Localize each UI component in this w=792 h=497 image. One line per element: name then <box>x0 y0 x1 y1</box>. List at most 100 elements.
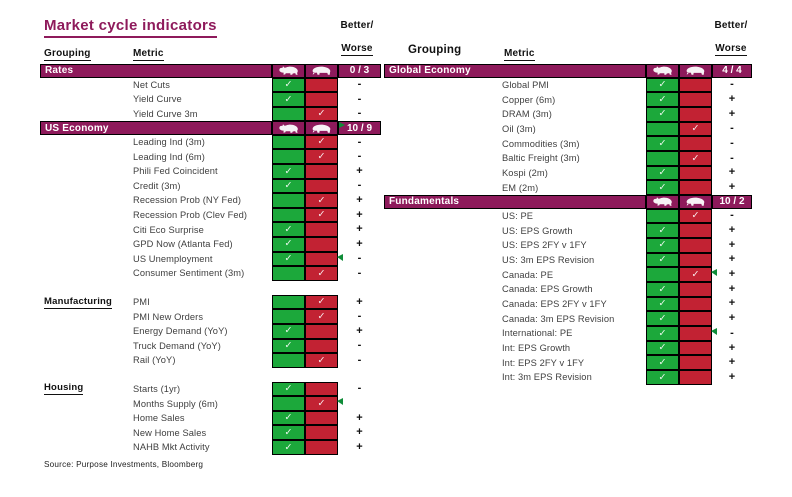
bear-signal-cell <box>679 355 712 371</box>
change-indicator: + <box>356 193 363 206</box>
grouping-cell <box>384 78 502 93</box>
check-icon: ✓ <box>317 150 326 162</box>
check-icon: ✓ <box>658 108 667 120</box>
grouping-cell <box>384 370 502 385</box>
bull-signal-cell: ✓ <box>646 136 679 151</box>
bull-signal-cell: ✓ <box>272 410 305 426</box>
bull-signal-cell: ✓ <box>646 106 679 122</box>
right-column-header-grouping: Grouping <box>408 44 462 56</box>
check-icon: ✓ <box>317 136 326 148</box>
grouping-cell <box>384 341 502 356</box>
change-indicator: + <box>728 268 736 281</box>
metric-label: Yield Curve 3m <box>133 108 198 119</box>
bear-signal-cell <box>679 296 712 312</box>
table-row: Yield Curve 3m ✓ - <box>40 106 381 122</box>
bear-signal-cell <box>305 323 338 339</box>
check-icon: ✓ <box>658 137 667 149</box>
bear-signal-cell <box>305 92 338 107</box>
bull-signal-cell <box>272 294 305 310</box>
check-icon: ✓ <box>658 79 667 91</box>
grouping-cell <box>40 92 133 107</box>
metric-label: PMI <box>133 297 150 308</box>
table-row: Baltic Freight (3m) ✓ - <box>384 150 752 166</box>
change-indicator: - <box>357 107 362 120</box>
grouping-cell <box>40 237 133 252</box>
worse-label-right: Worse <box>708 43 754 56</box>
check-icon: ✓ <box>317 296 326 308</box>
change-indicator: + <box>728 93 736 106</box>
check-icon: ✓ <box>691 123 700 135</box>
check-icon: ✓ <box>658 283 667 295</box>
table-row: Commodities (3m) ✓ - <box>384 136 752 151</box>
bear-signal-cell <box>679 92 712 107</box>
section-banner-title: Global Economy <box>384 64 646 78</box>
bull-signal-cell: ✓ <box>272 323 305 339</box>
bear-signal-cell <box>679 281 712 297</box>
table-row: Manufacturing PMI ✓ + <box>40 294 381 310</box>
grouping-cell <box>40 135 133 150</box>
change-indicator: + <box>728 341 736 354</box>
table-row: Phili Fed Coincident ✓ + <box>40 163 381 179</box>
table-row: EM (2m) ✓ + <box>384 180 752 195</box>
check-icon: ✓ <box>658 239 667 251</box>
table-row: Kospi (2m) ✓ + <box>384 165 752 181</box>
section-banner-title: US Economy <box>40 121 272 135</box>
page-title: Market cycle indicators <box>44 17 217 38</box>
metric-label: Months Supply (6m) <box>133 398 218 409</box>
grouping-cell <box>384 92 502 107</box>
change-indicator: - <box>357 135 362 148</box>
section-banner: US Economy 10 / 9 <box>40 121 381 135</box>
check-icon: ✓ <box>658 327 667 339</box>
metric-label: Canada: EPS Growth <box>502 284 593 295</box>
bull-signal-cell <box>272 207 305 223</box>
bull-signal-cell <box>272 309 305 324</box>
metric-label: PMI New Orders <box>133 311 204 322</box>
change-indicator: - <box>730 78 734 91</box>
bull-signal-cell: ✓ <box>646 223 679 238</box>
table-row: Home Sales ✓ + <box>40 410 381 426</box>
bear-signal-cell: ✓ <box>305 309 338 324</box>
worse-label-right-text: Worse <box>715 43 747 56</box>
metric-label: Home Sales <box>133 413 185 424</box>
bear-signal-cell <box>305 338 338 354</box>
worse-label-left: Worse <box>333 43 381 56</box>
grouping-cell <box>384 180 502 195</box>
bear-signal-cell <box>305 77 338 93</box>
table-row: Int: EPS 2FY v 1FY ✓ + <box>384 355 752 371</box>
bull-signal-cell: ✓ <box>272 236 305 252</box>
metric-label: Int: EPS 2FY v 1FY <box>502 357 585 368</box>
grouping-cell <box>40 353 133 368</box>
metric-label: Recession Prob (Clev Fed) <box>133 210 248 221</box>
metric-label: Phili Fed Coincident <box>133 166 218 177</box>
bull-signal-cell: ✓ <box>646 252 679 268</box>
table-row: US: 3m EPS Revision ✓ + <box>384 252 752 268</box>
metric-label: Oil (3m) <box>502 123 536 134</box>
grouping-cell <box>384 223 502 238</box>
check-icon: ✓ <box>658 93 667 105</box>
bear-signal-cell <box>305 236 338 252</box>
bull-header-cell <box>272 121 305 135</box>
bull-signal-cell: ✓ <box>272 381 305 397</box>
table-row: Canada: EPS Growth ✓ + <box>384 281 752 297</box>
bull-signal-cell: ✓ <box>646 355 679 371</box>
bear-signal-cell: ✓ <box>305 266 338 281</box>
bear-icon <box>686 197 705 207</box>
section-score: 10 / 2 <box>712 195 752 209</box>
table-row: Int: EPS Growth ✓ + <box>384 340 752 356</box>
check-icon: ✓ <box>658 312 667 324</box>
section-rates: Rates 0 / 3 Net Cuts ✓ - Yield Curve ✓ - Yield C… <box>40 64 381 122</box>
metric-label: Net Cuts <box>133 79 170 90</box>
table-row: Leading Ind (6m) ✓ - <box>40 149 381 164</box>
table-row: Int: 3m EPS Revision ✓ + <box>384 370 752 385</box>
check-icon: ✓ <box>317 209 326 221</box>
change-indicator: + <box>728 181 736 194</box>
bull-signal-cell: ✓ <box>646 281 679 297</box>
bear-header-cell <box>305 64 338 78</box>
grouping-cell: Manufacturing <box>40 295 133 310</box>
table-row: Rail (YoY) ✓ - <box>40 353 381 368</box>
check-icon: ✓ <box>284 325 293 337</box>
source-note: Source: Purpose Investments, Bloomberg <box>44 460 204 469</box>
table-row: Consumer Sentiment (3m) ✓ - <box>40 266 381 281</box>
bear-icon <box>312 66 331 76</box>
